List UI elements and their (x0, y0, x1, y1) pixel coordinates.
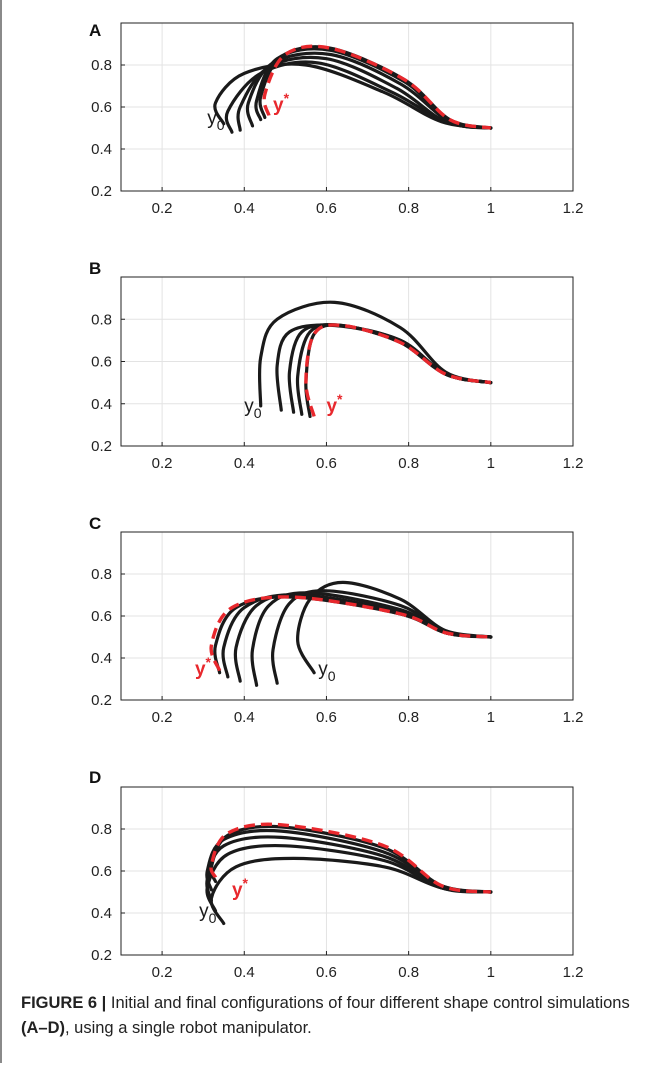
panel-a-ytick-label-0: 0.2 (91, 183, 112, 200)
panel-a-xtick-label-4: 1 (487, 200, 495, 217)
panel-c-annotation-script-0: 0 (328, 668, 336, 684)
panel-b-xtick-label-1: 0.4 (234, 455, 255, 472)
panel-c-curve-4 (221, 593, 493, 679)
panel-b-grid (121, 277, 574, 447)
panel-d-xtick-label-5: 1.2 (563, 964, 584, 981)
panel-c-xtick-label-1: 0.4 (234, 709, 255, 726)
panel-b: B0.2 0.4 0.6 0.8 1 1.20.20.40.60.8y0 y* (89, 259, 583, 472)
panel-b-xtick-label-5: 1.2 (563, 455, 584, 472)
panel-c-annotation-base-0: y (318, 659, 328, 680)
panel-c-grid (121, 532, 574, 701)
panel-d-annotation-script-1: * (243, 875, 249, 891)
panel-a-grid (121, 23, 574, 192)
panel-b-xtick-label-4: 1 (487, 455, 495, 472)
panel-c-ytick-label-3: 0.8 (91, 566, 112, 583)
panel-d-ytick-label-0: 0.2 (91, 947, 112, 964)
panel-a-xtick-label-1: 0.4 (234, 200, 255, 217)
panel-c-ytick-label-0: 0.2 (91, 692, 112, 709)
caption-text-after: , using a single robot manipulator. (65, 1019, 312, 1037)
panel-b-xtick-label-3: 0.8 (398, 455, 419, 472)
panel-a-xtick-label-0: 0.2 (152, 200, 173, 217)
panel-c-letter: C (89, 514, 101, 533)
panel-a-curve-2 (236, 55, 493, 132)
panel-b-letter: B (89, 259, 101, 278)
panel-d-ytick-label-1: 0.4 (91, 905, 112, 922)
panel-d-annotation-initial: y0 (199, 901, 217, 926)
panel-a-xtick-label-3: 0.8 (398, 200, 419, 217)
panel-d-xtick-label-0: 0.2 (152, 964, 173, 981)
panel-b-annotation-target: y* (326, 391, 343, 417)
panel-d-axes-box (120, 786, 574, 956)
panel-b-annotation-script-1: * (337, 391, 343, 407)
panel-b-xtick-label-0: 0.2 (152, 455, 173, 472)
panel-d-curve-1 (205, 843, 493, 913)
panel-b-target-curve (304, 323, 492, 417)
panel-b-ytick-label-3: 0.8 (91, 311, 112, 328)
panel-b-ytick-label-1: 0.4 (91, 396, 112, 413)
panel-d-xtick-label-2: 0.6 (316, 964, 337, 981)
panel-a-annotation-base-1: y (273, 95, 284, 116)
panel-c-xtick-label-0: 0.2 (152, 709, 173, 726)
panel-d-annotation-script-0: 0 (209, 910, 217, 926)
panel-b-curve-0 (257, 300, 493, 408)
panel-d-ytick-label-2: 0.6 (91, 863, 112, 880)
panel-c-xtick-label-4: 1 (487, 709, 495, 726)
panel-c-ytick-label-2: 0.6 (91, 608, 112, 625)
panel-c-annotation-base-1: y (195, 659, 206, 680)
panel-d-grid (121, 787, 574, 956)
panel-c-curve-1 (270, 589, 493, 685)
panel-d-annotation-target: y* (232, 875, 249, 901)
panel-a-annotation-base-0: y (207, 108, 217, 129)
panel-a-curve-4 (254, 47, 493, 130)
panel-b-annotation-initial: y0 (244, 396, 261, 421)
panel-d-xtick-label-4: 1 (487, 964, 495, 981)
panel-d-xtick-label-3: 0.8 (398, 964, 419, 981)
panel-a-letter: A (89, 21, 101, 40)
left-rule (0, 0, 2, 1063)
panel-a-ytick-label-3: 0.8 (91, 57, 112, 74)
panel-c-annotation-initial: y0 (318, 659, 336, 684)
panel-a-axes-box (120, 22, 574, 192)
panel-a-annotation-script-0: 0 (217, 117, 225, 133)
caption-text-before: Initial and final configurations of four… (106, 994, 630, 1012)
panel-a-annotation-script-1: * (284, 90, 290, 106)
panel-a-annotation-initial: y0 (207, 108, 225, 133)
panel-a-xtick-label-2: 0.6 (316, 200, 337, 217)
caption-panel-ref: (A–D) (21, 1019, 65, 1037)
panel-c-xtick-label-2: 0.6 (316, 709, 337, 726)
panel-d-xtick-label-1: 0.4 (234, 964, 255, 981)
panel-d-ytick-label-3: 0.8 (91, 821, 112, 838)
panel-b-ytick-label-2: 0.6 (91, 354, 112, 371)
panel-a-target-curve (262, 44, 492, 130)
caption-label: FIGURE 6 | (21, 994, 107, 1012)
panel-b-annotation-base-0: y (244, 396, 254, 417)
panel-d-annotation-base-1: y (232, 880, 243, 901)
panel-c-ytick-label-1: 0.4 (91, 650, 112, 667)
panel-c-xtick-label-3: 0.8 (398, 709, 419, 726)
panel-c-xtick-label-5: 1.2 (563, 709, 584, 726)
panel-d-annotation-base-0: y (199, 901, 209, 922)
panel-c-annotation-script-1: * (206, 654, 212, 670)
panel-c-target-curve (209, 595, 491, 672)
panel-b-annotation-base-1: y (326, 396, 337, 417)
panel-a-annotation-target: y* (273, 90, 290, 116)
panel-d-target-curve (209, 822, 492, 894)
panel-b-xtick-label-2: 0.6 (316, 455, 337, 472)
panel-b-annotation-script-0: 0 (254, 405, 262, 421)
figure-caption: FIGURE 6 | Initial and final configurati… (21, 991, 636, 1041)
panel-d-letter: D (89, 768, 101, 787)
panel-b-axes-box (120, 276, 574, 447)
panel-c-axes-box (120, 531, 574, 701)
panel-c-annotation-target: y* (195, 654, 212, 680)
panel-a-xtick-label-5: 1.2 (563, 200, 584, 217)
panel-a-ytick-label-1: 0.4 (91, 141, 112, 158)
panel-b-ytick-label-0: 0.2 (91, 438, 112, 455)
panel-a-ytick-label-2: 0.6 (91, 99, 112, 116)
